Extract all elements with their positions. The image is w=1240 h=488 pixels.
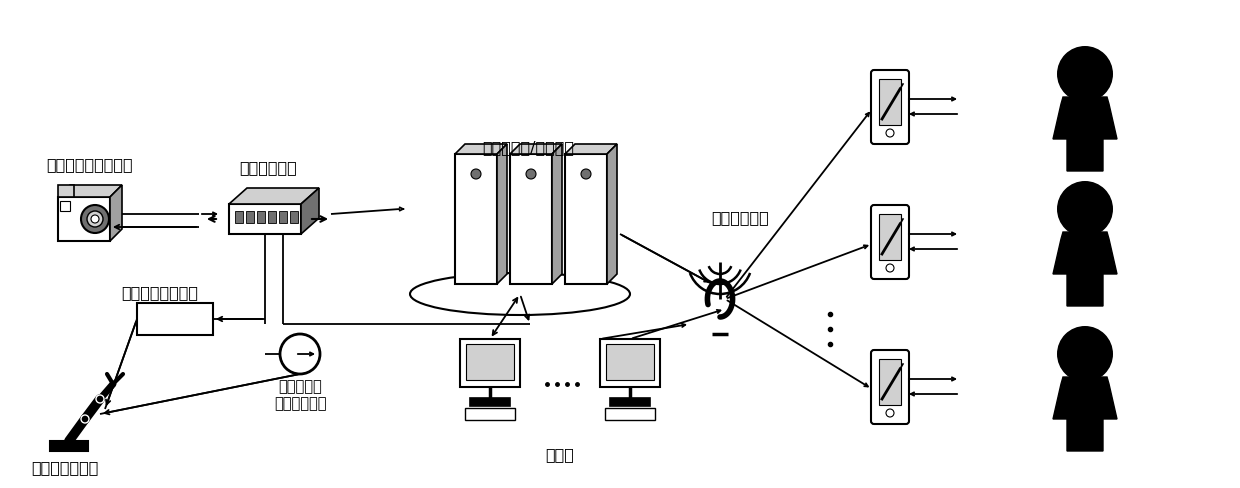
FancyBboxPatch shape bbox=[257, 212, 265, 224]
FancyBboxPatch shape bbox=[565, 155, 608, 285]
Polygon shape bbox=[110, 185, 122, 242]
FancyBboxPatch shape bbox=[60, 202, 69, 212]
Text: 立体式筛选
候选区传送带: 立体式筛选 候选区传送带 bbox=[274, 378, 326, 410]
FancyBboxPatch shape bbox=[470, 398, 510, 406]
FancyBboxPatch shape bbox=[136, 304, 213, 335]
Polygon shape bbox=[455, 145, 507, 155]
Circle shape bbox=[1056, 326, 1114, 382]
Circle shape bbox=[582, 170, 591, 180]
Text: 待检测产品传送带: 待检测产品传送带 bbox=[122, 285, 198, 300]
Circle shape bbox=[91, 216, 99, 224]
Circle shape bbox=[526, 170, 536, 180]
Polygon shape bbox=[1053, 232, 1117, 306]
Polygon shape bbox=[58, 185, 122, 198]
FancyBboxPatch shape bbox=[879, 80, 901, 126]
FancyBboxPatch shape bbox=[605, 408, 655, 420]
Circle shape bbox=[1056, 47, 1114, 103]
Text: 六自由度机械臂: 六自由度机械臂 bbox=[31, 460, 99, 474]
FancyBboxPatch shape bbox=[246, 212, 254, 224]
FancyBboxPatch shape bbox=[870, 71, 909, 145]
Text: 网络交换设备: 网络交换设备 bbox=[239, 160, 296, 175]
FancyBboxPatch shape bbox=[879, 215, 901, 261]
FancyBboxPatch shape bbox=[268, 212, 277, 224]
Circle shape bbox=[887, 409, 894, 417]
FancyBboxPatch shape bbox=[58, 198, 110, 242]
Circle shape bbox=[87, 212, 103, 227]
FancyBboxPatch shape bbox=[466, 345, 515, 380]
Polygon shape bbox=[565, 145, 618, 155]
Circle shape bbox=[887, 130, 894, 138]
Circle shape bbox=[280, 334, 320, 374]
FancyBboxPatch shape bbox=[229, 204, 301, 235]
FancyBboxPatch shape bbox=[279, 212, 286, 224]
Circle shape bbox=[1056, 182, 1114, 238]
FancyBboxPatch shape bbox=[870, 350, 909, 424]
Polygon shape bbox=[229, 189, 319, 204]
Text: 系统服务端/数据中心: 系统服务端/数据中心 bbox=[482, 140, 574, 155]
Polygon shape bbox=[552, 145, 562, 285]
FancyBboxPatch shape bbox=[606, 345, 653, 380]
Circle shape bbox=[471, 170, 481, 180]
Polygon shape bbox=[1053, 98, 1117, 172]
Polygon shape bbox=[510, 145, 562, 155]
Polygon shape bbox=[608, 145, 618, 285]
Circle shape bbox=[95, 395, 104, 403]
FancyBboxPatch shape bbox=[510, 155, 552, 285]
FancyBboxPatch shape bbox=[879, 359, 901, 405]
Text: 无线网络信号: 无线网络信号 bbox=[711, 210, 769, 225]
FancyBboxPatch shape bbox=[58, 185, 74, 198]
Circle shape bbox=[81, 205, 109, 234]
FancyBboxPatch shape bbox=[50, 441, 88, 451]
Polygon shape bbox=[301, 189, 319, 235]
Circle shape bbox=[81, 415, 89, 423]
FancyBboxPatch shape bbox=[610, 398, 650, 406]
FancyBboxPatch shape bbox=[290, 212, 298, 224]
FancyBboxPatch shape bbox=[465, 408, 515, 420]
Polygon shape bbox=[1053, 377, 1117, 451]
Circle shape bbox=[887, 264, 894, 272]
FancyBboxPatch shape bbox=[460, 339, 520, 387]
Text: 控制端: 控制端 bbox=[546, 447, 574, 462]
Polygon shape bbox=[497, 145, 507, 285]
FancyBboxPatch shape bbox=[600, 339, 660, 387]
Ellipse shape bbox=[410, 273, 630, 315]
FancyBboxPatch shape bbox=[455, 155, 497, 285]
FancyBboxPatch shape bbox=[236, 212, 243, 224]
FancyBboxPatch shape bbox=[870, 205, 909, 280]
Text: 识别记录与拍照设备: 识别记录与拍照设备 bbox=[47, 157, 134, 172]
